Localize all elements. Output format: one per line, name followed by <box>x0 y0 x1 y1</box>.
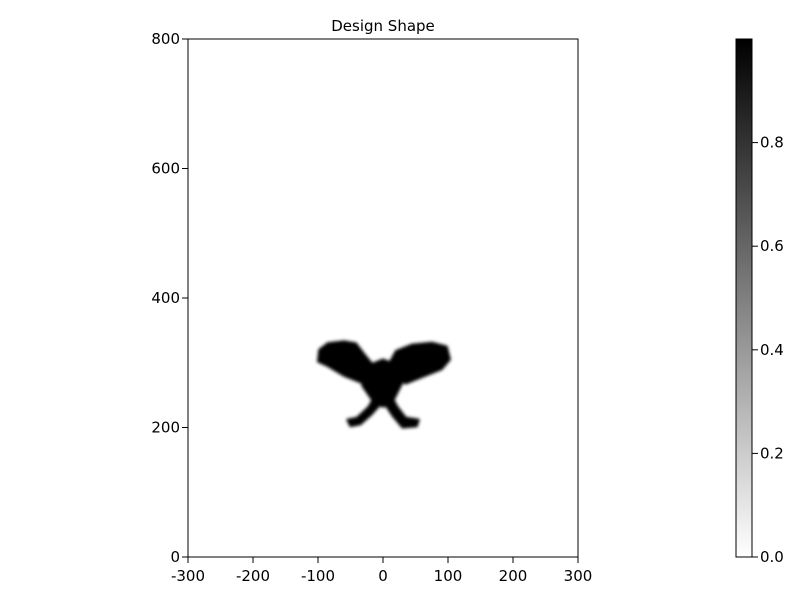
colorbar-tick-label: 0.8 <box>760 134 784 152</box>
x-tick-label: 300 <box>564 567 593 585</box>
colorbar-ticks: 0.0 0.2 0.4 0.6 0.8 <box>752 134 784 566</box>
y-tick-label: 200 <box>151 419 180 437</box>
y-tick-label: 0 <box>170 548 180 566</box>
colorbar-tick-label: 0.6 <box>760 237 784 255</box>
colorbar-gradient <box>735 38 753 558</box>
x-tick-label: 0 <box>378 567 388 585</box>
shape-right-leg <box>383 394 420 429</box>
x-axis: -300 -200 -100 0 100 200 300 <box>171 557 592 585</box>
x-tick-label: 200 <box>499 567 528 585</box>
shape-left-wing <box>317 340 378 385</box>
chart-title: Design Shape <box>331 17 435 35</box>
x-tick-label: -300 <box>171 567 205 585</box>
colorbar-tick-label: 0.2 <box>760 444 784 462</box>
plot-area <box>187 38 579 558</box>
design-shape <box>317 340 451 429</box>
plot-background <box>188 39 578 557</box>
y-tick-label: 800 <box>151 30 180 48</box>
x-tick-label: -200 <box>236 567 270 585</box>
colorbar: 0.0 0.2 0.4 0.6 0.8 <box>735 38 784 566</box>
y-tick-label: 400 <box>151 289 180 307</box>
colorbar-tick-label: 0.0 <box>760 548 784 566</box>
y-axis: 0 200 400 600 800 <box>151 30 188 566</box>
colorbar-tick-label: 0.4 <box>760 341 784 359</box>
x-tick-label: -100 <box>301 567 335 585</box>
y-tick-label: 600 <box>151 160 180 178</box>
x-tick-label: 100 <box>434 567 463 585</box>
shape-left-leg <box>346 394 383 428</box>
